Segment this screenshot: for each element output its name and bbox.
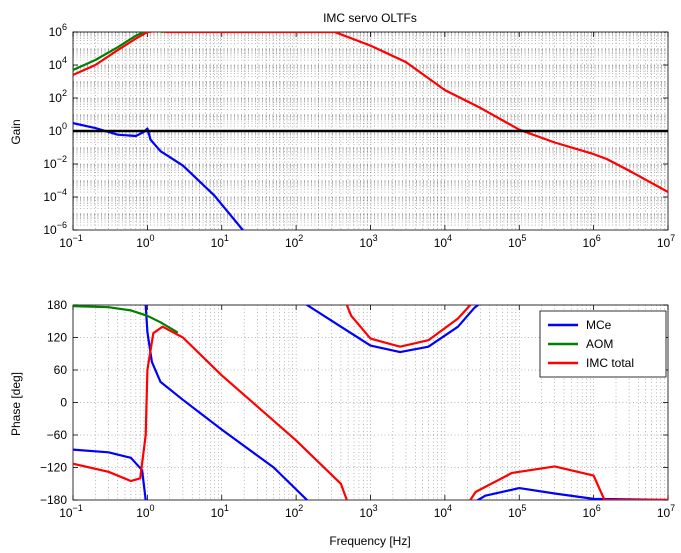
phase-mce-line	[144, 305, 309, 500]
gain-x-tick-label: 106	[582, 233, 600, 250]
gain-plot: 10−1 100 101 102 103 104 105 106 107 10−6 10−4 10−2…	[43, 22, 675, 250]
phase-x-tick-label: 10−1	[59, 503, 83, 520]
phase-mce-line	[477, 487, 668, 500]
phase-mce-line	[305, 305, 480, 354]
phase-x-axis-label: Frequency [Hz]	[329, 534, 410, 548]
phase-y-tick-label: 60	[54, 363, 68, 377]
legend-label-mce: MCe	[586, 318, 612, 332]
gain-y-tick-label: 102	[49, 88, 67, 105]
phase-mce-line	[73, 448, 147, 500]
gain-series-0-line	[73, 121, 245, 230]
phase-x-tick-label: 106	[582, 503, 600, 520]
phase-x-tick-label: 104	[434, 503, 452, 520]
phase-legend: MCe AOM IMC total	[539, 310, 667, 378]
gain-series-2-line	[73, 32, 668, 194]
gain-x-tick-label: 100	[136, 233, 154, 250]
gain-y-tick-label: 10−2	[43, 154, 67, 171]
gain-plot-title: IMC servo OLTFs	[323, 11, 417, 25]
gain-x-tick-label: 102	[285, 233, 303, 250]
phase-imc-total-line	[73, 368, 149, 483]
phase-y-axis-label: Phase [deg]	[9, 372, 23, 436]
gain-y-tick-label: 10−4	[43, 187, 67, 204]
gain-y-tick-label: 106	[49, 22, 67, 39]
phase-imc-total-line	[345, 305, 472, 348]
phase-y-tick-label: 0	[60, 396, 67, 410]
gain-y-tick-label: 100	[49, 121, 67, 138]
gain-x-tick-label: 104	[434, 233, 452, 250]
phase-y-tick-label: −120	[40, 461, 67, 475]
phase-x-tick-label: 100	[136, 503, 154, 520]
phase-x-tick-label: 101	[211, 503, 229, 520]
phase-x-tick-label: 105	[508, 503, 526, 520]
gain-x-tick-label: 107	[657, 233, 675, 250]
gain-x-tick-label: 10−1	[59, 233, 83, 250]
gain-series-1-line	[73, 32, 164, 72]
phase-x-tick-label: 103	[359, 503, 377, 520]
phase-x-tick-label: 107	[657, 503, 675, 520]
legend-label-imc-total: IMC total	[586, 356, 634, 370]
phase-y-tick-label: 180	[47, 298, 67, 312]
gain-y-tick-label: 104	[49, 55, 67, 72]
gain-y-tick-label: 10−6	[43, 220, 67, 237]
phase-y-tick-label: −180	[40, 493, 67, 507]
gain-y-axis-label: Gain	[9, 119, 23, 144]
phase-aom-line	[73, 305, 179, 334]
phase-y-tick-label: 120	[47, 331, 67, 345]
gain-x-tick-label: 105	[508, 233, 526, 250]
phase-y-tick-label: −60	[47, 428, 68, 442]
phase-imc-total-line	[469, 465, 606, 500]
phase-imc-total-line	[146, 325, 348, 500]
gain-x-tick-label: 103	[359, 233, 377, 250]
gain-x-tick-label: 101	[211, 233, 229, 250]
phase-x-tick-label: 102	[285, 503, 303, 520]
legend-label-aom: AOM	[586, 337, 613, 351]
